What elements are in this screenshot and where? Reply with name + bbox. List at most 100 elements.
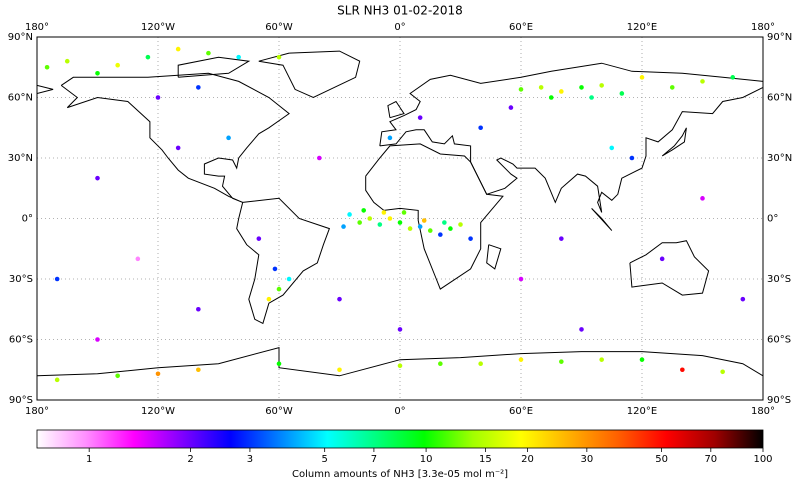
point	[95, 175, 100, 181]
tick-labels: 180° 180° 120°W 120°W 60°W 60°W 0° 0° 60°E 60°E 12…	[8, 22, 792, 417]
point	[518, 276, 524, 282]
point	[442, 220, 447, 225]
point	[417, 115, 423, 120]
point	[659, 256, 665, 262]
colorbar	[36, 429, 764, 449]
point	[196, 367, 201, 373]
colorbar-tick-label: 10	[420, 454, 433, 465]
point	[599, 83, 604, 88]
point	[417, 224, 423, 229]
point	[438, 232, 443, 237]
point	[401, 210, 407, 215]
point	[629, 155, 635, 161]
x-tick-label: 0°	[394, 406, 405, 417]
y-tick-label: 0°	[22, 214, 33, 225]
point	[397, 220, 403, 225]
point	[448, 226, 453, 231]
y-tick-label: 90°S	[767, 395, 791, 406]
colorbar-tick-label: 3	[247, 454, 253, 465]
point	[669, 85, 675, 90]
coastline	[661, 127, 687, 157]
point	[518, 87, 524, 92]
colorbar-tick-label: 15	[479, 454, 492, 465]
point	[397, 327, 403, 332]
point	[196, 306, 201, 312]
point	[397, 363, 403, 369]
point	[361, 208, 367, 213]
point	[639, 75, 645, 80]
point	[589, 95, 594, 100]
x-tick-label: 60°W	[265, 22, 293, 33]
point	[599, 357, 604, 362]
y-tick-label: 90°S	[9, 395, 33, 406]
point	[700, 196, 705, 201]
point	[266, 296, 272, 302]
point	[579, 85, 584, 90]
coastline	[177, 56, 251, 78]
coastline	[379, 62, 763, 213]
x-tick-label: 60°W	[265, 406, 293, 417]
point	[680, 367, 685, 373]
point	[155, 95, 161, 100]
y-tick-label: 90°N	[8, 32, 33, 43]
coastline	[37, 346, 763, 377]
colorbar-tick-label: 100	[753, 454, 772, 465]
point	[135, 256, 141, 262]
point	[44, 64, 50, 70]
point	[468, 236, 473, 241]
colorbar-tick-label: 1	[86, 454, 92, 465]
chart-title: SLR NH3 01-02-2018	[337, 4, 463, 18]
coastline	[37, 84, 54, 94]
point	[54, 276, 60, 282]
colorbar-tick-label: 2	[187, 454, 193, 465]
point	[381, 210, 387, 215]
x-tick-label: 180°	[25, 406, 49, 417]
y-tick-label: 60°N	[8, 93, 33, 104]
x-tick-label: 180°	[751, 22, 775, 33]
colorbar-tick-label: 50	[655, 454, 668, 465]
point	[387, 135, 393, 141]
point	[95, 71, 100, 76]
coastline	[236, 197, 331, 325]
point	[64, 58, 70, 64]
coastline	[486, 244, 502, 270]
point	[256, 236, 262, 241]
point	[341, 224, 346, 229]
x-tick-label: 180°	[751, 406, 775, 417]
point	[196, 85, 201, 90]
point	[421, 218, 427, 223]
y-tick-label: 0°	[767, 214, 778, 225]
x-tick-label: 120°E	[627, 406, 657, 417]
colorbar-tick-label: 30	[580, 454, 593, 465]
point	[155, 371, 161, 377]
y-tick-label: 60°N	[767, 93, 792, 104]
point	[272, 266, 278, 272]
coastline	[365, 143, 504, 290]
coastlines	[37, 50, 763, 377]
point	[367, 216, 373, 221]
point	[175, 46, 181, 52]
point	[458, 222, 463, 227]
point	[559, 359, 564, 364]
point	[145, 54, 151, 60]
colorbar-ticks: 1 2 3 5 7 10 15 20 30 50 70 100	[86, 448, 773, 465]
point	[357, 220, 362, 225]
point	[337, 296, 342, 302]
point	[337, 367, 342, 373]
y-tick-label: 30°S	[9, 274, 33, 285]
point	[206, 50, 211, 56]
y-tick-label: 30°S	[767, 274, 791, 285]
point	[407, 226, 413, 231]
point	[427, 228, 433, 233]
x-tick-label: 120°E	[627, 22, 657, 33]
x-tick-label: 180°	[25, 22, 49, 33]
point	[226, 135, 231, 141]
point	[236, 54, 241, 60]
colorbar-tick-label: 7	[371, 454, 377, 465]
point	[518, 357, 524, 362]
y-tick-label: 90°N	[767, 32, 792, 43]
point	[548, 95, 554, 100]
y-tick-label: 30°N	[8, 153, 33, 164]
x-tick-label: 60°E	[509, 406, 533, 417]
